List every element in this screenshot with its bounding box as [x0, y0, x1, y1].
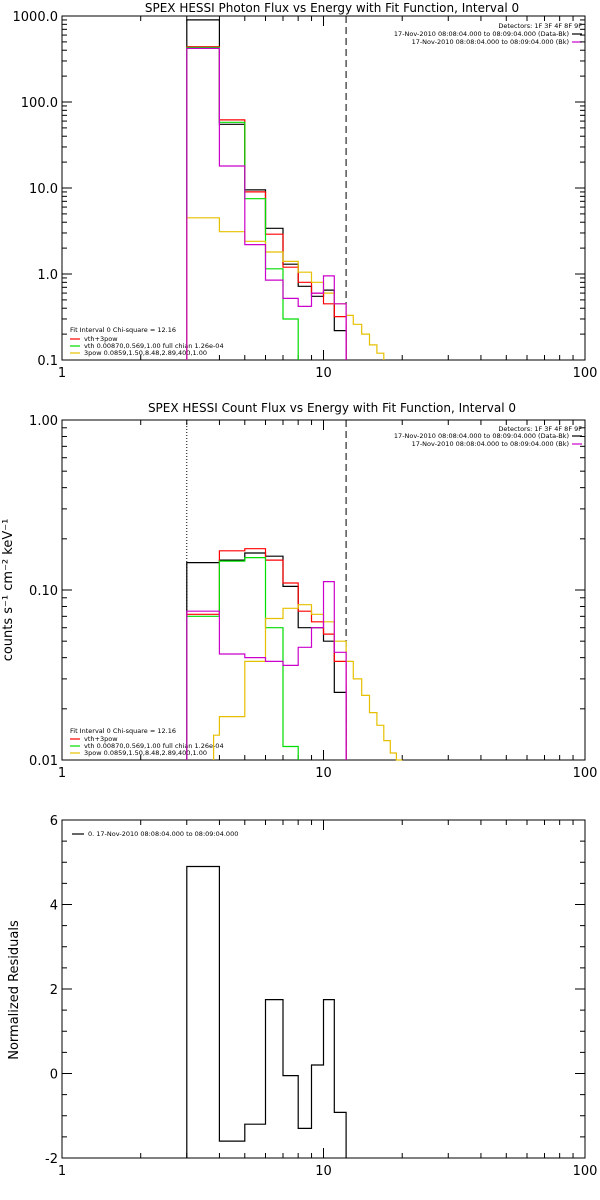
axis-ticks: 1 10 100 0.1 1.0 10.0 100.0 1000.0: [13, 10, 598, 381]
x-tick-label: 10: [315, 366, 332, 381]
y-axis-label: counts s⁻¹ cm⁻² keV⁻¹: [1, 519, 16, 662]
legend-label: vth+3pow: [84, 335, 118, 343]
legend-top: 17-Nov-2010 08:08:04.000 to 08:09:04.000…: [394, 432, 582, 448]
y-tick-label: 1.0: [37, 268, 58, 283]
legend-label: vth 0.00870,0.569,1.00 full chian 1.26e-…: [84, 742, 224, 750]
series-data-line: [186, 19, 347, 360]
photon-flux-panel: SPEX HESSI Photon Flux vs Energy with Fi…: [13, 1, 598, 381]
count-flux-panel: SPEX HESSI Count Flux vs Energy with Fit…: [1, 401, 597, 781]
x-tick-label: 1: [58, 766, 66, 781]
series-bk-line: [186, 47, 347, 360]
series-3pow-line: [186, 217, 385, 360]
y-tick-label: 0.01: [29, 754, 58, 769]
axis-ticks: 1 10 100 -2 0 2 4 6: [45, 814, 597, 1179]
series-group: [186, 865, 347, 1158]
legend-label: vth 0.00870,0.569,1.00 full chian 1.26e-…: [84, 342, 224, 350]
axis-ticks: 1 10 100 0.01 0.10 1.00: [29, 414, 597, 781]
plot-frame: [61, 819, 586, 1159]
x-tick-label: 10: [315, 766, 332, 781]
plot-frame: [61, 15, 586, 361]
chart-title: SPEX HESSI Photon Flux vs Energy with Fi…: [145, 1, 519, 15]
series-group: [186, 548, 403, 761]
x-tick-label: 1: [58, 1164, 66, 1179]
x-tick-label: 100: [573, 366, 598, 381]
detectors-label: Detectors: 1F 3F 4F 8F 9F: [498, 22, 582, 30]
y-tick-label: 0: [50, 1068, 58, 1083]
residuals-panel: Normalized Residuals 0. 17-Nov-2010 08:0…: [7, 814, 597, 1179]
y-tick-label: 4: [50, 899, 58, 914]
legend-label: 17-Nov-2010 08:08:04.000 to 08:09:04.000…: [394, 432, 569, 440]
series-vth-3pow-line: [186, 46, 347, 360]
legend-top: 0. 17-Nov-2010 08:08:04.000 to 08:09:04.…: [72, 830, 238, 838]
y-tick-label: 1.00: [29, 414, 58, 429]
legend-label: 17-Nov-2010 08:08:04.000 to 08:09:04.000…: [412, 38, 569, 46]
legend-label: 17-Nov-2010 08:08:04.000 to 08:09:04.000…: [394, 30, 569, 38]
x-tick-label: 100: [573, 766, 598, 781]
legend-label: 0. 17-Nov-2010 08:08:04.000 to 08:09:04.…: [88, 830, 238, 838]
legend-label: 3pow 0.0859,1.50,8.48,2.89,400,1.00: [84, 349, 207, 357]
y-tick-label: -2: [45, 1152, 58, 1167]
y-tick-label: 0.1: [37, 354, 58, 369]
fit-info: Fit Interval 0 Chi-square = 12.16: [70, 326, 176, 334]
series-bk-line: [186, 581, 347, 760]
series-group: [186, 19, 385, 360]
reference-lines: [186, 420, 347, 760]
legend-label: vth+3pow: [84, 735, 118, 743]
legend-label: 17-Nov-2010 08:08:04.000 to 08:09:04.000…: [412, 440, 569, 448]
y-tick-label: 10.0: [29, 182, 58, 197]
detectors-label: Detectors: 1F 3F 4F 8F 9F: [498, 425, 582, 433]
series-vth-line: [186, 557, 299, 760]
y-tick-label: 0.10: [29, 584, 58, 599]
y-tick-label: 1000.0: [13, 10, 59, 25]
series-data-line: [186, 552, 347, 760]
y-tick-label: 100.0: [21, 96, 58, 111]
chart-title: SPEX HESSI Count Flux vs Energy with Fit…: [148, 401, 516, 415]
y-tick-label: 2: [50, 983, 58, 998]
fit-info: Fit Interval 0 Chi-square = 12.16: [70, 727, 176, 735]
x-tick-label: 1: [58, 366, 66, 381]
series-vth-3pow-line: [186, 548, 347, 760]
x-tick-label: 10: [315, 1164, 332, 1179]
legend-top: 17-Nov-2010 08:08:04.000 to 08:09:04.000…: [394, 30, 582, 46]
y-axis-label: Normalized Residuals: [7, 920, 22, 1060]
series-residuals-line: [186, 865, 347, 1158]
y-tick-label: 6: [50, 814, 58, 829]
series-vth-line: [186, 46, 299, 360]
x-tick-label: 100: [573, 1164, 598, 1179]
legend-label: 3pow 0.0859,1.50,8.48,2.89,400,1.00: [84, 749, 207, 757]
